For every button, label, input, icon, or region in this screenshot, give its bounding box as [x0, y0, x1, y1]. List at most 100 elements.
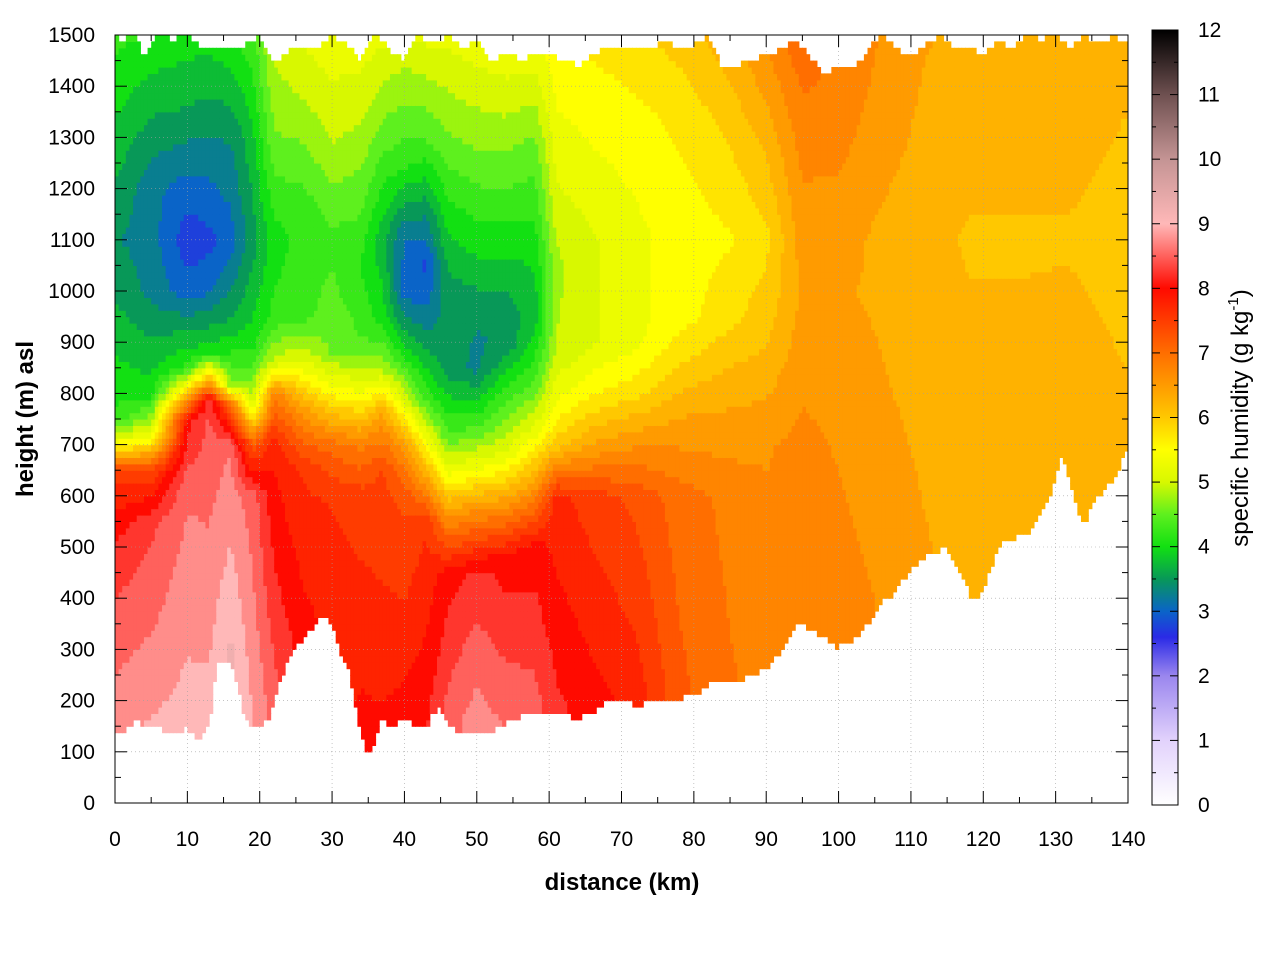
heatmap-cell [144, 99, 148, 106]
heatmap-cell [278, 265, 282, 272]
heatmap-cell [187, 560, 191, 567]
heatmap-cell [173, 355, 177, 362]
heatmap-cell [180, 483, 184, 490]
heatmap-cell [267, 125, 271, 132]
heatmap-cell [191, 406, 195, 413]
heatmap-cell [281, 368, 285, 375]
heatmap-cell [126, 176, 130, 183]
heatmap-cell [231, 662, 235, 669]
heatmap-cell [278, 272, 282, 279]
heatmap-cell [267, 502, 271, 509]
heatmap-cell [263, 393, 267, 400]
heatmap-cell [224, 496, 228, 503]
heatmap-cell [260, 361, 264, 368]
heatmap-cell [281, 336, 285, 343]
heatmap-cell [245, 425, 249, 432]
heatmap-cell [162, 451, 166, 458]
heatmap-cell [260, 605, 264, 612]
heatmap-cell [144, 195, 148, 202]
heatmap-cell [281, 361, 285, 368]
heatmap-cell [274, 304, 278, 311]
heatmap-cell [205, 637, 209, 644]
heatmap-cell [191, 464, 195, 471]
heatmap-cell [213, 157, 217, 164]
heatmap-cell [224, 605, 228, 612]
heatmap-cell [271, 189, 275, 196]
heatmap-cell [180, 240, 184, 247]
heatmap-cell [177, 61, 181, 68]
heatmap-cell [227, 272, 231, 279]
heatmap-cell [263, 201, 267, 208]
heatmap-cell [177, 387, 181, 394]
heatmap-cell [216, 413, 220, 420]
heatmap-cell [198, 349, 202, 356]
heatmap-cell [281, 662, 285, 669]
heatmap-cell [242, 592, 246, 599]
heatmap-cell [234, 528, 238, 535]
heatmap-cell [231, 483, 235, 490]
heatmap-cell [191, 150, 195, 157]
heatmap-cell [245, 361, 249, 368]
heatmap-cell [195, 445, 199, 452]
heatmap-cell [140, 54, 144, 61]
heatmap-cell [137, 521, 141, 528]
heatmap-cell [249, 425, 253, 432]
heatmap-cell [137, 329, 141, 336]
heatmap-cell [166, 349, 170, 356]
heatmap-cell [256, 125, 260, 132]
heatmap-cell [271, 445, 275, 452]
heatmap-cell [202, 93, 206, 100]
heatmap-cell [119, 86, 123, 93]
heatmap-cell [198, 48, 202, 55]
heatmap-cell [224, 93, 228, 100]
heatmap-cell [122, 105, 126, 112]
heatmap-cell [144, 131, 148, 138]
heatmap-cell [177, 483, 181, 490]
heatmap-cell [162, 317, 166, 324]
heatmap-cell [260, 93, 264, 100]
heatmap-cell [148, 547, 152, 554]
heatmap-cell [158, 112, 162, 119]
heatmap-cell [166, 67, 170, 74]
heatmap-cell [249, 61, 253, 68]
heatmap-cell [191, 438, 195, 445]
heatmap-cell [140, 585, 144, 592]
heatmap-cell [260, 265, 264, 272]
heatmap-cell [126, 457, 130, 464]
heatmap-cell [177, 374, 181, 381]
heatmap-cell [274, 336, 278, 343]
heatmap-cell [198, 662, 202, 669]
heatmap-cell [155, 349, 159, 356]
heatmap-cell [173, 195, 177, 202]
heatmap-cell [129, 214, 133, 221]
heatmap-cell [216, 451, 220, 458]
heatmap-cell [191, 483, 195, 490]
heatmap-cell [224, 400, 228, 407]
heatmap-cell [173, 201, 177, 208]
heatmap-cell [158, 35, 162, 42]
heatmap-cell [180, 643, 184, 650]
heatmap-cell [209, 547, 213, 554]
heatmap-cell [198, 355, 202, 362]
heatmap-cell [155, 54, 159, 61]
heatmap-cell [115, 425, 119, 432]
heatmap-cell [173, 605, 177, 612]
heatmap-cell [148, 406, 152, 413]
heatmap-cell [169, 470, 173, 477]
heatmap-cell [202, 413, 206, 420]
heatmap-cell [285, 393, 289, 400]
heatmap-cell [184, 611, 188, 618]
heatmap-cell [231, 425, 235, 432]
heatmap-cell [278, 80, 282, 87]
heatmap-cell [231, 285, 235, 292]
heatmap-cell [119, 48, 123, 55]
heatmap-cell [224, 61, 228, 68]
heatmap-cell [220, 425, 224, 432]
heatmap-cell [242, 496, 246, 503]
heatmap-cell [126, 566, 130, 573]
heatmap-cell [202, 400, 206, 407]
heatmap-cell [245, 246, 249, 253]
heatmap-cell [140, 342, 144, 349]
heatmap-cell [198, 649, 202, 656]
heatmap-cell [216, 509, 220, 516]
